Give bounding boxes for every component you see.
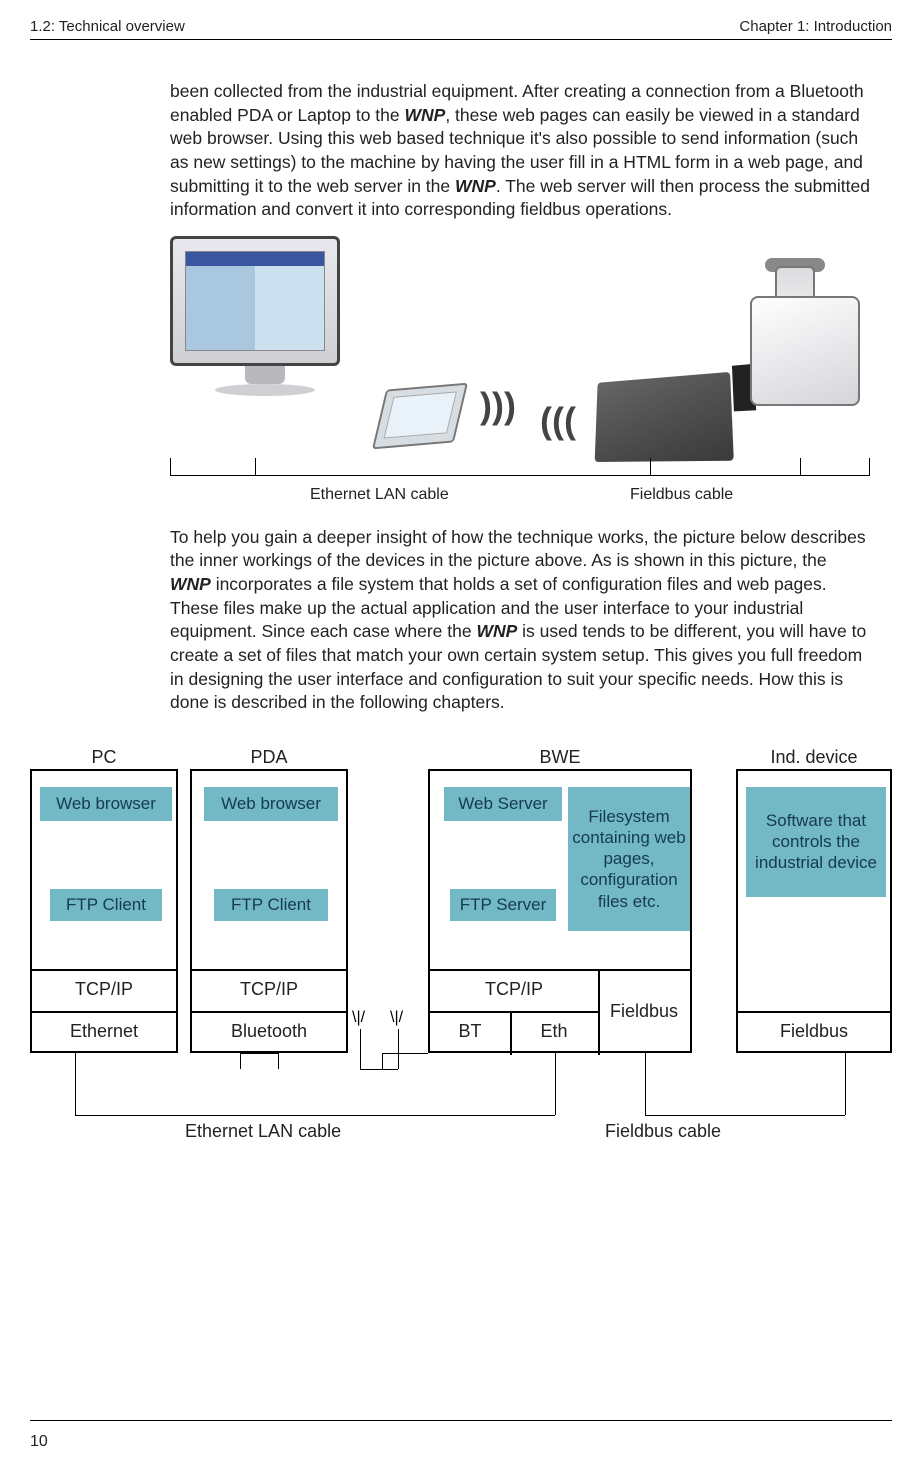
paragraph-1: been collected from the industrial equip… [170, 80, 870, 222]
pc-web-browser: Web browser [40, 787, 172, 821]
pda-bluetooth: Bluetooth [192, 1011, 346, 1053]
ind-software: Software that controls the industrial de… [746, 787, 886, 897]
wnp-ref-2: WNP [455, 176, 496, 196]
pda-ftp-client: FTP Client [214, 889, 328, 921]
figure-connection-photo: ))) ))) Ethernet LAN cable Fieldbus cabl… [170, 236, 870, 516]
head-left: 1.2: Technical overview [30, 18, 185, 35]
fig1-ethernet-label: Ethernet LAN cable [310, 484, 449, 506]
fig1-tick [650, 458, 651, 476]
ind-fieldbus: Fieldbus [738, 1011, 890, 1053]
eth-drop [555, 1053, 556, 1115]
body-text-1: been collected from the industrial equip… [170, 80, 870, 715]
bwe-tcpip: TCP/IP [430, 969, 598, 1011]
pc-ftp-client: FTP Client [50, 889, 162, 921]
pda-tcpip: TCP/IP [192, 969, 346, 1011]
eth-bus [75, 1115, 555, 1116]
antenna-line [240, 1053, 241, 1069]
antenna-line [382, 1053, 428, 1054]
ind-device-block: Ind. device Software that controls the i… [736, 769, 892, 1053]
wireless-waves-left-icon: ))) [540, 397, 576, 446]
bwe-filesystem: Filesystem containing web pages, configu… [568, 787, 690, 931]
pc-monitor-icon [170, 236, 360, 406]
pc-title: PC [32, 747, 176, 768]
pc-tcpip: TCP/IP [32, 969, 176, 1011]
bwe-web-server: Web Server [444, 787, 562, 821]
footer-rule [30, 1420, 892, 1421]
wireless-waves-right-icon: ))) [480, 382, 516, 431]
fb-bus [645, 1115, 845, 1116]
running-head: 1.2: Technical overview Chapter 1: Intro… [30, 18, 892, 40]
pda-title: PDA [192, 747, 346, 768]
ind-title: Ind. device [738, 747, 890, 768]
antenna-icon: \|/ [390, 1009, 403, 1027]
bwe-bt: BT [430, 1011, 510, 1053]
fb-drop [845, 1053, 846, 1115]
eth-drop [75, 1053, 76, 1115]
fig1-tick [255, 458, 256, 476]
industrial-machine-icon [740, 276, 870, 416]
bwe-fieldbus: Fieldbus [598, 969, 690, 1055]
pc-ethernet: Ethernet [32, 1011, 176, 1053]
bwe-block: BWE Web Server FTP Server Filesystem con… [428, 769, 692, 1053]
antenna-line [240, 1053, 278, 1054]
fig2-fb-label: Fieldbus cable [605, 1121, 721, 1142]
pda-block: PDA Web browser FTP Client TCP/IP Blueto… [190, 769, 348, 1053]
fig1-tick [800, 458, 801, 476]
wnp-ref-4: WNP [476, 621, 517, 641]
wnp-ref-3: WNP [170, 574, 211, 594]
fb-drop [645, 1053, 646, 1115]
p2a: To help you gain a deeper insight of how… [170, 527, 866, 571]
fig1-fieldbus-label: Fieldbus cable [630, 484, 733, 506]
fig2-eth-label: Ethernet LAN cable [185, 1121, 341, 1142]
head-right: Chapter 1: Introduction [739, 18, 892, 35]
wnp-ref-1: WNP [404, 105, 445, 125]
antenna-icon: \|/ [352, 1009, 365, 1027]
antenna-line [360, 1069, 398, 1070]
fig1-tick [869, 458, 870, 476]
bwe-eth: Eth [510, 1011, 598, 1053]
bwe-ftp-server: FTP Server [450, 889, 556, 921]
antenna-line [278, 1053, 279, 1069]
pda-web-browser: Web browser [204, 787, 338, 821]
pc-block: PC Web browser FTP Client TCP/IP Etherne… [30, 769, 178, 1053]
page-number: 10 [30, 1433, 48, 1451]
figure-block-diagram: PC Web browser FTP Client TCP/IP Etherne… [30, 745, 892, 1175]
antenna-line [382, 1053, 383, 1069]
bwe-device-icon [595, 372, 734, 462]
pda-icon [372, 382, 468, 449]
page: 1.2: Technical overview Chapter 1: Intro… [0, 0, 922, 1471]
paragraph-2: To help you gain a deeper insight of how… [170, 526, 870, 715]
bwe-title: BWE [430, 747, 690, 768]
antenna-line [398, 1029, 399, 1069]
fig1-tick [170, 458, 171, 476]
antenna-line [360, 1029, 361, 1069]
figure1-baseline [170, 475, 870, 476]
